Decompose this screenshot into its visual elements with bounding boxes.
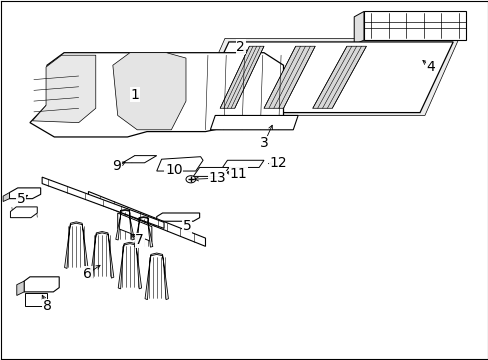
- Polygon shape: [116, 210, 134, 240]
- Text: 4: 4: [426, 60, 434, 74]
- Polygon shape: [9, 188, 41, 199]
- Polygon shape: [90, 231, 114, 278]
- Polygon shape: [25, 293, 47, 306]
- Text: 5: 5: [182, 219, 191, 233]
- Polygon shape: [193, 167, 228, 176]
- Text: 8: 8: [43, 299, 52, 313]
- Text: 10: 10: [164, 163, 182, 177]
- Polygon shape: [312, 46, 366, 108]
- Text: 7: 7: [135, 233, 144, 247]
- Polygon shape: [42, 177, 163, 228]
- Polygon shape: [195, 42, 452, 113]
- Polygon shape: [88, 192, 205, 246]
- Polygon shape: [222, 160, 264, 167]
- Text: 6: 6: [83, 267, 92, 281]
- Text: 9: 9: [112, 159, 121, 174]
- Polygon shape: [17, 281, 24, 296]
- Polygon shape: [3, 193, 9, 202]
- Polygon shape: [363, 12, 466, 40]
- Polygon shape: [30, 53, 283, 137]
- Polygon shape: [24, 277, 59, 292]
- Polygon shape: [210, 116, 298, 130]
- Polygon shape: [145, 253, 168, 300]
- Polygon shape: [264, 46, 315, 108]
- Polygon shape: [122, 156, 157, 163]
- Polygon shape: [157, 213, 199, 221]
- Polygon shape: [118, 213, 152, 242]
- Polygon shape: [118, 242, 142, 289]
- Polygon shape: [64, 222, 88, 269]
- Polygon shape: [113, 53, 185, 130]
- Polygon shape: [134, 217, 153, 247]
- Text: 2: 2: [236, 40, 244, 54]
- Text: 5: 5: [17, 192, 25, 206]
- Polygon shape: [10, 207, 37, 218]
- Polygon shape: [220, 46, 264, 108]
- Text: 11: 11: [229, 167, 247, 181]
- Polygon shape: [190, 39, 458, 116]
- Text: 1: 1: [130, 87, 139, 102]
- Circle shape: [185, 176, 195, 183]
- Polygon shape: [353, 12, 363, 44]
- Polygon shape: [157, 157, 203, 171]
- Text: 13: 13: [208, 171, 226, 185]
- Polygon shape: [32, 55, 96, 123]
- Text: 3: 3: [259, 136, 268, 150]
- Text: 12: 12: [269, 156, 287, 170]
